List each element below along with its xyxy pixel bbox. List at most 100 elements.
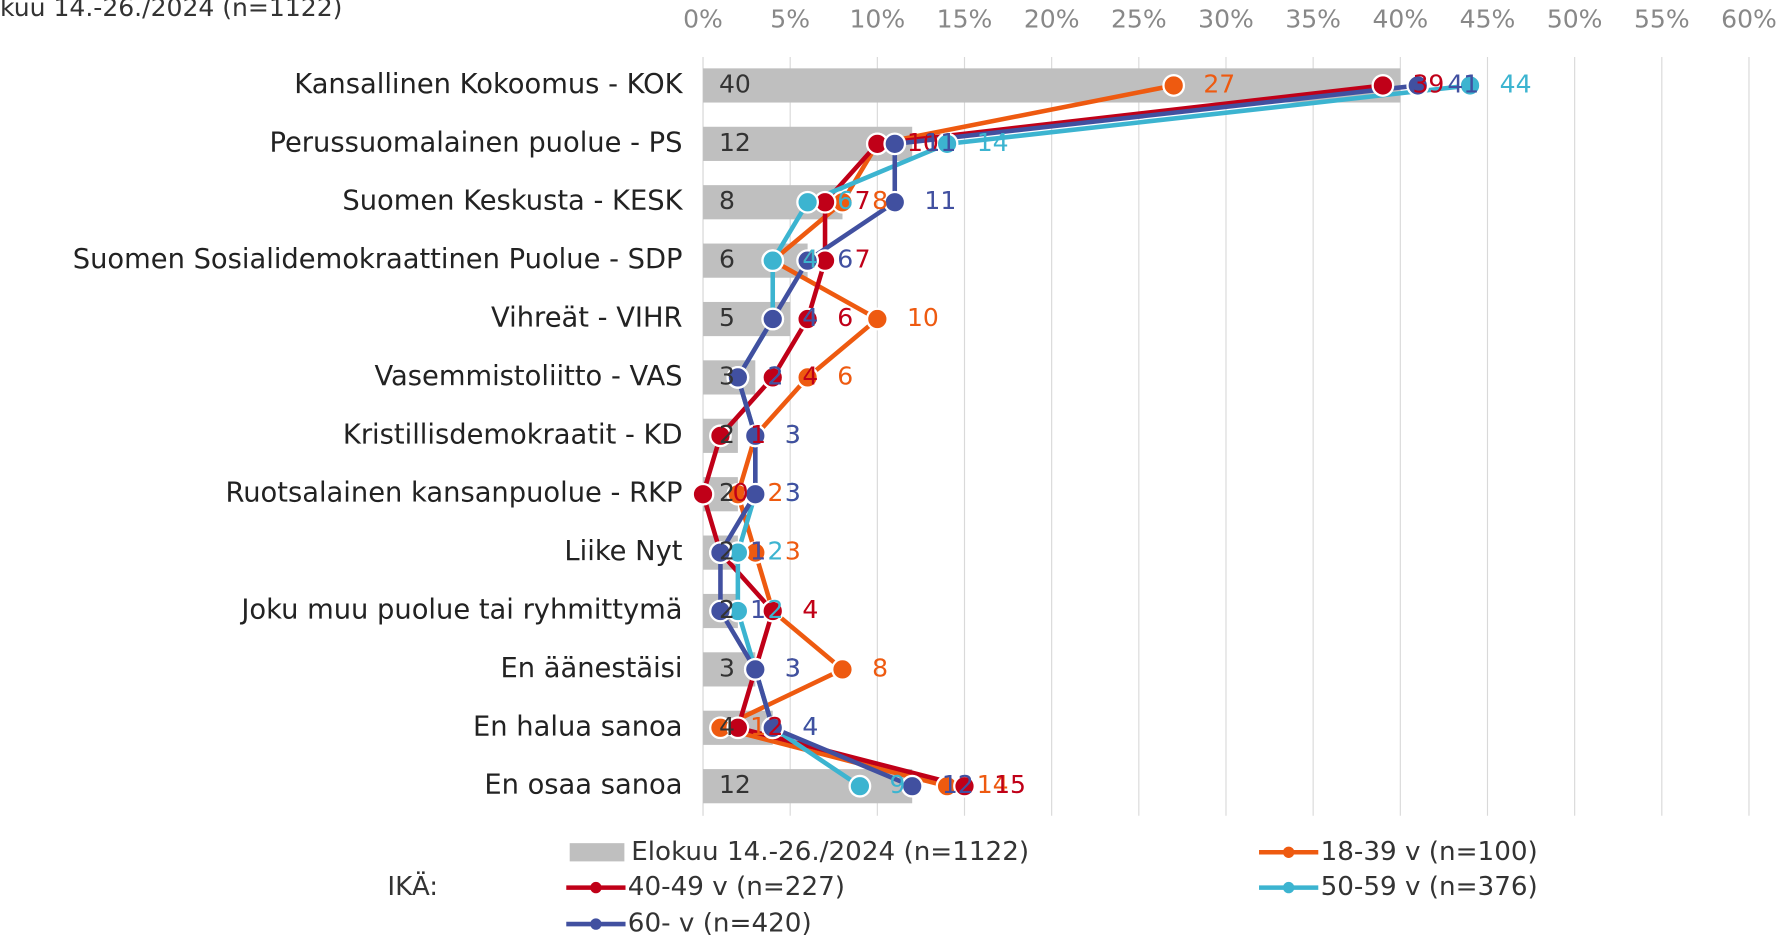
- legend-label: 60- v (n=420): [628, 909, 812, 939]
- point-label: 1: [750, 595, 766, 624]
- bar-label: 6: [719, 245, 735, 274]
- x-tick-label: 15%: [937, 5, 993, 34]
- point-label: 3: [785, 478, 801, 507]
- point-label: 11: [924, 128, 956, 157]
- legend-swatch-dot: [590, 881, 602, 894]
- category-label: En halua sanoa: [473, 711, 682, 742]
- point: [726, 366, 750, 389]
- point-label: 4: [802, 303, 818, 332]
- bar-label: 8: [719, 186, 735, 215]
- point-label: 2: [767, 712, 783, 741]
- category-label: Vasemmistoliitto - VAS: [374, 361, 682, 392]
- point-label: 3: [785, 420, 801, 449]
- bar-label: 4: [719, 712, 735, 741]
- point-label: 41: [1447, 69, 1479, 98]
- legend-label: 40-49 v (n=227): [628, 872, 845, 902]
- point-label: 4: [802, 712, 818, 741]
- category-label: Suomen Sosialidemokraattinen Puolue - SD…: [73, 244, 683, 275]
- point: [743, 658, 767, 681]
- point: [796, 366, 820, 389]
- bar-label: 5: [719, 303, 735, 332]
- x-tick-label: 50%: [1547, 5, 1603, 34]
- legend-label: 18-39 v (n=100): [1321, 837, 1538, 867]
- point-label: 10: [907, 128, 939, 157]
- category-label: Kristillisdemokraatit - KD: [343, 419, 683, 450]
- x-tick-label: 20%: [1024, 5, 1080, 34]
- point: [709, 541, 732, 565]
- point-label: 6: [837, 303, 853, 332]
- point-label: 11: [924, 186, 956, 215]
- point-label: 7: [855, 245, 871, 274]
- point-label: 15: [994, 770, 1026, 799]
- bar-label: 2: [719, 537, 735, 566]
- point: [761, 716, 785, 740]
- category-label: En osaa sanoa: [484, 770, 682, 801]
- x-tick-label: 55%: [1634, 5, 1690, 34]
- point-label: 27: [1203, 69, 1235, 98]
- x-tick-label: 40%: [1372, 5, 1428, 34]
- bar-label: 2: [719, 595, 735, 624]
- point-label: 8: [872, 653, 888, 682]
- point-label: 4: [802, 303, 818, 332]
- point-label: 44: [1500, 69, 1532, 98]
- bars: [703, 68, 1401, 804]
- point: [726, 716, 750, 740]
- point: [796, 249, 820, 273]
- point-label: 14: [977, 128, 1009, 157]
- point-label: 4: [802, 245, 818, 274]
- value-labels: 4012865322223412271084106323481143910776…: [719, 69, 1532, 799]
- bar-label: 3: [719, 653, 735, 682]
- bar-label: 12: [719, 128, 751, 157]
- point-label: 1: [750, 537, 766, 566]
- point-label: 4: [802, 595, 818, 624]
- category-label: Suomen Keskusta - KESK: [342, 186, 683, 217]
- point-label: 1: [750, 712, 766, 741]
- bar: [703, 769, 913, 804]
- bar-label: 12: [719, 770, 751, 799]
- point-label: 8: [872, 186, 888, 215]
- x-tick-label: 5%: [770, 5, 810, 34]
- category-label: Ruotsalainen kansanpuolue - RKP: [225, 478, 682, 509]
- point-label: 2: [767, 595, 783, 624]
- point: [796, 190, 820, 214]
- point: [761, 307, 785, 331]
- point: [1371, 74, 1395, 97]
- category-label: Joku muu puolue tai ryhmittymä: [239, 595, 682, 626]
- point: [831, 658, 854, 681]
- x-tick-label: 10%: [850, 5, 906, 34]
- category-label: Kansallinen Kokoomus - KOK: [294, 69, 683, 100]
- point: [761, 249, 785, 273]
- point-label: 2: [767, 361, 783, 390]
- category-label: En äänestäisi: [500, 653, 682, 684]
- x-tick-label: 0%: [683, 5, 723, 34]
- point: [761, 599, 785, 623]
- legend-swatch: [569, 843, 625, 862]
- point-label: 2: [767, 361, 783, 390]
- point: [796, 307, 820, 331]
- x-tick-label: 25%: [1111, 5, 1167, 34]
- point: [709, 424, 732, 448]
- point-label: 3: [785, 478, 801, 507]
- point-label: 39: [1413, 69, 1445, 98]
- point: [1406, 74, 1430, 97]
- point: [900, 774, 924, 798]
- chart-title: kuu 14.-26./2024 (n=1122): [0, 0, 342, 22]
- point-label: 1: [750, 537, 766, 566]
- point: [953, 774, 976, 798]
- legend-swatch-dot: [1282, 881, 1295, 894]
- point-label: 6: [837, 186, 853, 215]
- point-label: 3: [785, 537, 801, 566]
- x-tick-label: 30%: [1198, 5, 1254, 34]
- point: [691, 482, 715, 506]
- point-label: 6: [837, 245, 853, 274]
- point: [883, 132, 907, 156]
- point-label: 9: [890, 770, 906, 799]
- point: [1162, 74, 1186, 97]
- point-label: 10: [907, 303, 939, 332]
- x-tick-label: 35%: [1285, 5, 1341, 34]
- point-label: 0: [733, 478, 749, 507]
- point: [865, 307, 889, 331]
